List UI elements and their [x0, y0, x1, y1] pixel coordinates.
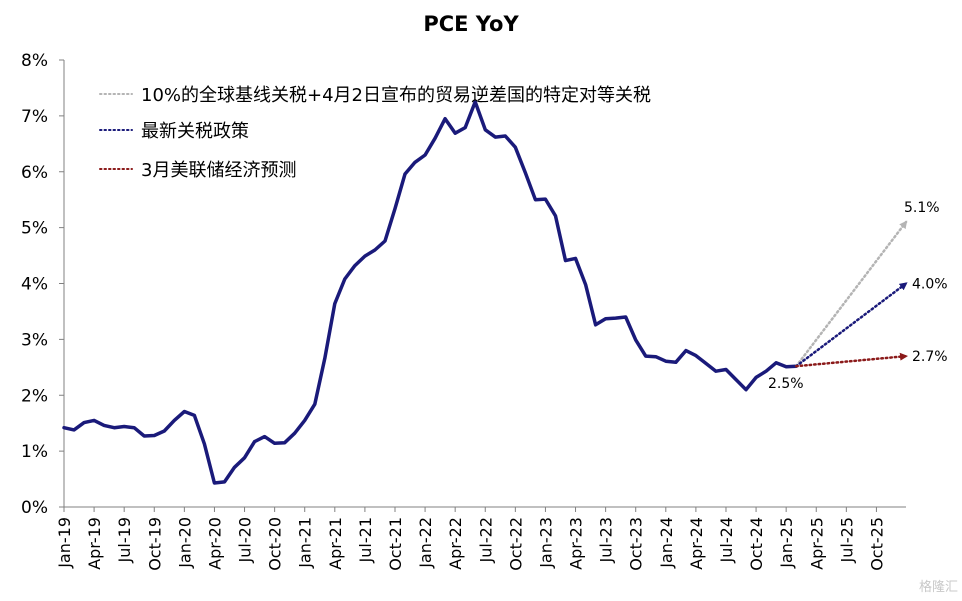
x-tick-label: Apr-25: [807, 517, 826, 570]
x-tick-label: Oct-19: [145, 517, 164, 571]
x-tick-label: Apr-19: [85, 517, 104, 570]
watermark-text: 格隆汇: [919, 579, 958, 595]
series-group: [62, 100, 798, 485]
y-tick-label: 3%: [21, 330, 48, 350]
projection-end-label: 5.1%: [904, 200, 940, 216]
x-tick-label: Oct-22: [506, 517, 525, 571]
x-tick-label: Jan-21: [296, 517, 315, 569]
x-tick-label: Apr-24: [687, 517, 706, 570]
x-tick-label: Oct-23: [627, 517, 646, 571]
y-tick-label: 8%: [21, 51, 48, 71]
projection-end-label: 2.7%: [912, 349, 948, 365]
x-tick-label: Jan-20: [175, 517, 194, 569]
x-tick-label: Jul-20: [236, 517, 255, 563]
x-tick-label: Jan-19: [55, 517, 74, 569]
y-tick-label: 4%: [21, 275, 48, 295]
x-tick-label: Jul-21: [356, 517, 375, 563]
x-tick-label: Jan-22: [416, 517, 435, 569]
y-tick-label: 0%: [21, 498, 48, 518]
x-tick-label: Jul-23: [597, 517, 616, 563]
projection-fed-forecast-line: [794, 352, 908, 368]
x-tick-label: Oct-21: [386, 517, 405, 571]
x-tick-label: Apr-20: [205, 517, 224, 570]
x-tick-label: Jan-23: [536, 517, 555, 569]
x-tick-label: Apr-22: [446, 517, 465, 570]
y-tick-label: 5%: [21, 219, 48, 239]
y-axis-ticks: 0% 1% 2% 3% 4% 5% 6% 7% 8%: [21, 51, 64, 518]
y-tick-label: 7%: [21, 107, 48, 127]
x-tick-label: Oct-24: [747, 517, 766, 571]
projections-group: 5.1% 4.0% 2.7% 2.5%: [768, 200, 948, 392]
x-tick-label: Apr-23: [567, 517, 586, 570]
y-tick-label: 6%: [21, 163, 48, 183]
y-tick-label: 2%: [21, 386, 48, 406]
x-tick-label: Jul-19: [115, 517, 134, 563]
pce-series-line: [62, 100, 798, 485]
y-tick-label: 1%: [21, 442, 48, 462]
x-axis-ticks: Jan-19 Apr-19 Jul-19 Oct-19 Jan-20 Apr-20 Jul-…: [55, 507, 886, 571]
projection-latest-tariff-line: [794, 282, 908, 368]
x-tick-label: Jul-24: [717, 517, 736, 563]
x-tick-label: Jan-24: [657, 517, 676, 569]
x-tick-label: Jan-25: [777, 517, 796, 569]
projection-end-label: 4.0%: [912, 277, 948, 293]
x-tick-label: Oct-25: [867, 517, 886, 571]
chart-title: PCE YoY: [423, 12, 519, 36]
legend-label: 最新关税政策: [141, 121, 249, 142]
x-tick-label: Apr-21: [326, 517, 345, 570]
last-value-label: 2.5%: [768, 376, 804, 392]
x-tick-label: Oct-20: [266, 517, 285, 571]
legend-label: 10%的全球基线关税+4月2日宣布的贸易逆差国的特定对等关税: [141, 85, 651, 106]
projection-tariff-baseline-line: [794, 220, 908, 368]
x-tick-label: Jul-25: [837, 517, 856, 563]
x-tick-label: Jul-22: [476, 517, 495, 563]
legend-label: 3月美联储经济预测: [141, 160, 296, 181]
